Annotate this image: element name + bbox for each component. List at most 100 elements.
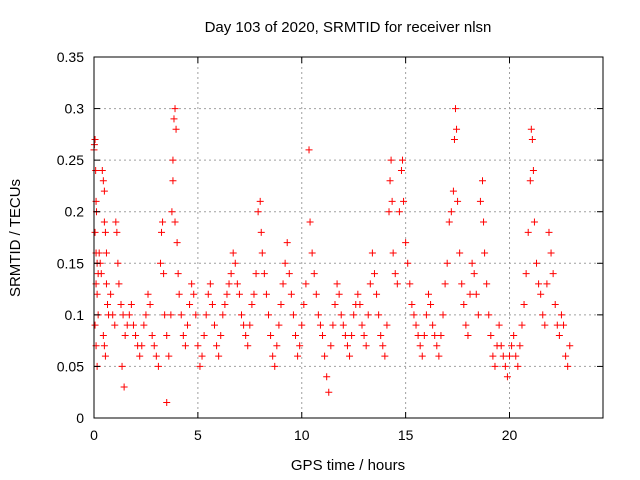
data-point bbox=[300, 301, 308, 309]
data-point bbox=[223, 290, 231, 298]
data-point bbox=[269, 352, 277, 360]
data-point bbox=[553, 321, 561, 329]
data-point bbox=[217, 331, 225, 339]
data-point bbox=[112, 218, 120, 226]
data-point bbox=[158, 228, 166, 236]
data-point bbox=[489, 352, 497, 360]
data-point bbox=[194, 342, 202, 350]
x-axis-title: GPS time / hours bbox=[291, 457, 405, 474]
data-point bbox=[279, 280, 287, 288]
data-point bbox=[98, 166, 106, 174]
data-point bbox=[169, 156, 177, 164]
data-point bbox=[287, 290, 295, 298]
data-point bbox=[491, 362, 499, 370]
data-point bbox=[341, 331, 349, 339]
data-point bbox=[246, 321, 254, 329]
data-point bbox=[206, 280, 214, 288]
data-point bbox=[451, 105, 459, 113]
data-point bbox=[530, 218, 538, 226]
y-tick-label: 0.1 bbox=[65, 307, 85, 323]
data-point bbox=[260, 270, 268, 278]
data-point bbox=[120, 383, 128, 391]
data-point bbox=[368, 249, 376, 257]
data-point bbox=[510, 331, 518, 339]
data-point bbox=[466, 290, 474, 298]
data-point bbox=[115, 280, 123, 288]
data-point bbox=[358, 321, 366, 329]
data-point bbox=[545, 228, 553, 236]
data-point bbox=[414, 331, 422, 339]
grid-lines bbox=[94, 57, 603, 418]
data-point bbox=[121, 331, 129, 339]
data-point bbox=[391, 270, 399, 278]
data-point bbox=[170, 115, 178, 123]
data-point bbox=[433, 342, 441, 350]
data-point bbox=[127, 301, 135, 309]
data-point bbox=[262, 290, 270, 298]
data-point bbox=[298, 321, 306, 329]
data-point bbox=[339, 321, 347, 329]
data-point bbox=[240, 321, 248, 329]
data-point bbox=[388, 197, 396, 205]
data-point bbox=[470, 270, 478, 278]
data-point bbox=[447, 208, 455, 216]
data-point bbox=[156, 259, 164, 267]
data-point bbox=[99, 177, 107, 185]
axis-ticks: 0 0.05 0.1 0.15 0.2 0.25 0.3 0.35 0 5 10 15 20 bbox=[57, 49, 603, 443]
data-point bbox=[111, 321, 119, 329]
data-point bbox=[499, 352, 507, 360]
data-point bbox=[175, 290, 183, 298]
data-point bbox=[479, 177, 487, 185]
data-point bbox=[196, 362, 204, 370]
data-point bbox=[289, 311, 297, 319]
data-point bbox=[200, 331, 208, 339]
data-point bbox=[375, 311, 383, 319]
data-point bbox=[238, 311, 246, 319]
data-point bbox=[183, 321, 191, 329]
data-point bbox=[244, 342, 252, 350]
x-tick-label: 15 bbox=[398, 427, 414, 443]
data-point bbox=[165, 352, 173, 360]
data-point bbox=[439, 311, 447, 319]
data-point bbox=[508, 342, 516, 350]
y-tick-label: 0 bbox=[76, 410, 84, 426]
data-point bbox=[202, 311, 210, 319]
data-point bbox=[256, 197, 264, 205]
data-point bbox=[541, 321, 549, 329]
data-point bbox=[350, 311, 358, 319]
data-point bbox=[208, 301, 216, 309]
data-point bbox=[360, 331, 368, 339]
data-point bbox=[305, 146, 313, 154]
data-point bbox=[476, 197, 484, 205]
data-point bbox=[129, 321, 137, 329]
data-point bbox=[102, 280, 110, 288]
data-point bbox=[329, 321, 337, 329]
data-point bbox=[506, 352, 514, 360]
data-point bbox=[233, 280, 241, 288]
y-tick-label: 0.2 bbox=[65, 204, 85, 220]
data-point bbox=[100, 218, 108, 226]
data-point bbox=[91, 228, 99, 236]
data-point bbox=[163, 399, 171, 407]
data-point bbox=[169, 177, 177, 185]
data-point bbox=[257, 228, 265, 236]
data-point bbox=[385, 208, 393, 216]
data-point bbox=[316, 321, 324, 329]
x-tick-label: 5 bbox=[194, 427, 202, 443]
data-point bbox=[383, 321, 391, 329]
data-point bbox=[547, 249, 555, 257]
data-point bbox=[294, 352, 302, 360]
data-point bbox=[501, 362, 509, 370]
data-point bbox=[91, 321, 99, 329]
data-point bbox=[271, 362, 279, 370]
data-point bbox=[441, 280, 449, 288]
data-point bbox=[397, 166, 405, 174]
data-point bbox=[160, 270, 168, 278]
data-point bbox=[227, 270, 235, 278]
data-point bbox=[346, 352, 354, 360]
data-point bbox=[472, 290, 480, 298]
data-point bbox=[420, 331, 428, 339]
data-point bbox=[453, 125, 461, 133]
data-point bbox=[400, 197, 408, 205]
data-point bbox=[410, 311, 418, 319]
